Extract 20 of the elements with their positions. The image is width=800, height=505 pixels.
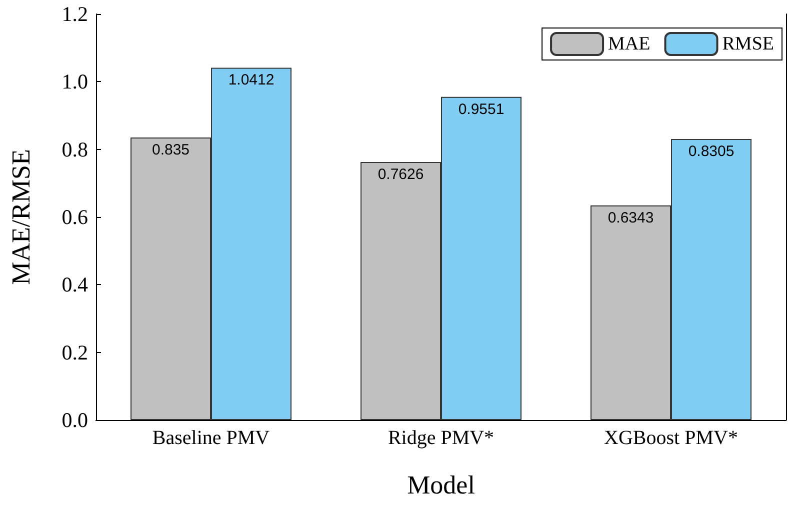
y-tick-label: 0.6 — [62, 205, 88, 229]
legend-label: MAE — [608, 34, 650, 54]
data-label: 0.7626 — [378, 166, 424, 183]
y-axis-title: MAE/RMSE — [6, 149, 36, 285]
x-tick-label: Baseline PMV — [152, 427, 270, 449]
y-tick-label: 0.2 — [62, 340, 88, 364]
data-label: 0.6343 — [608, 209, 654, 226]
data-label: 0.9551 — [458, 100, 504, 118]
x-tick-label: Ridge PMV* — [388, 427, 494, 449]
data-label: 0.8305 — [688, 143, 734, 160]
y-tick-label: 1.2 — [62, 2, 88, 26]
y-tick-label: 0.0 — [62, 408, 88, 432]
y-tick-label: 1.0 — [62, 70, 88, 94]
x-tick-label: XGBoost PMV* — [604, 427, 738, 449]
data-label: 1.0412 — [228, 72, 274, 89]
y-tick-label: 0.8 — [62, 137, 88, 162]
x-axis-title: Model — [407, 470, 475, 500]
y-tick-label: 0.4 — [62, 272, 88, 297]
data-label: 0.835 — [152, 141, 190, 158]
legend-label: RMSE — [722, 34, 774, 54]
